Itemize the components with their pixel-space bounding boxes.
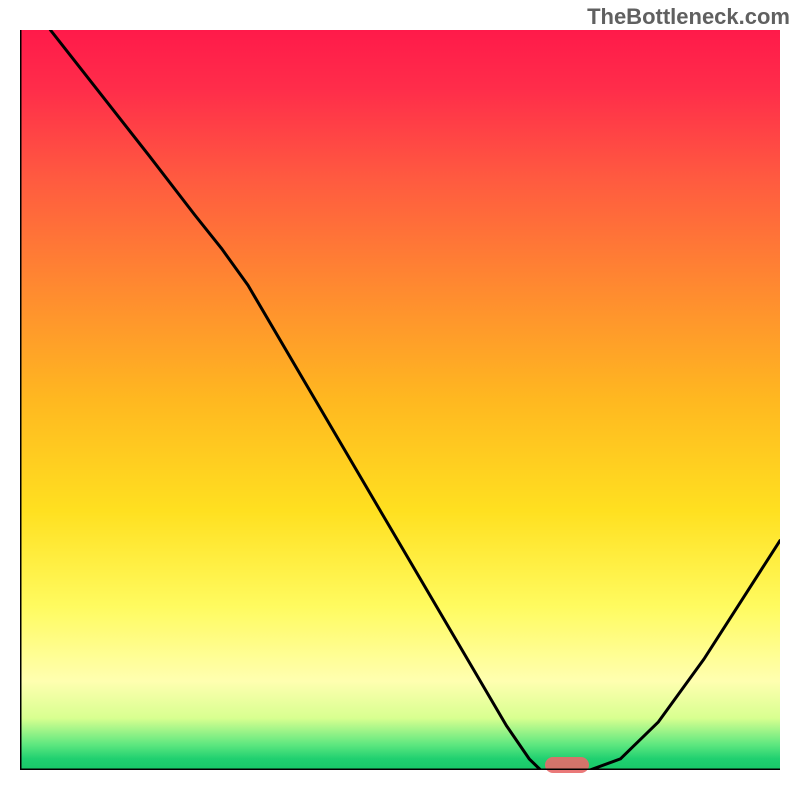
chart-overlay — [20, 30, 780, 770]
chart-border — [20, 30, 780, 770]
watermark-text: TheBottleneck.com — [587, 4, 790, 30]
chart-curve — [50, 30, 780, 770]
chart-plot-area — [20, 30, 780, 770]
